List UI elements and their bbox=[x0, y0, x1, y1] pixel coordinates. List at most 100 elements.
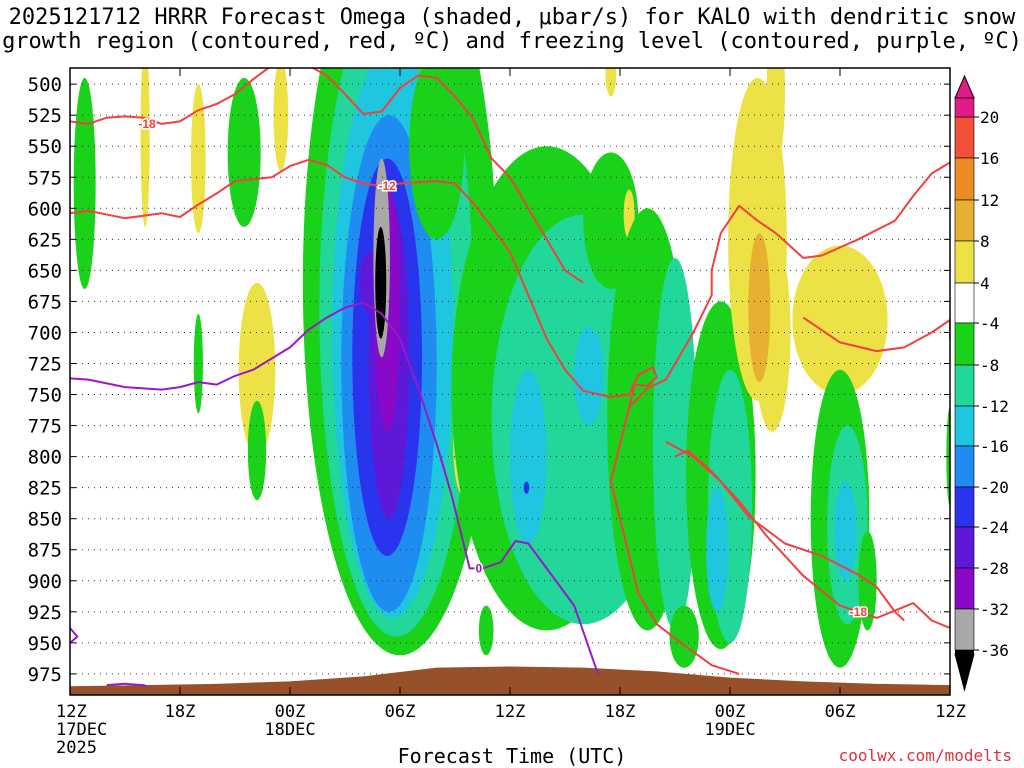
contour-line bbox=[70, 301, 599, 675]
colorbar-label: -32 bbox=[980, 600, 1009, 619]
colorbar-label: -12 bbox=[980, 397, 1009, 416]
contour-line bbox=[106, 682, 148, 688]
colorbar-label: -8 bbox=[980, 356, 999, 375]
x-year-label: 2025 bbox=[56, 738, 97, 758]
omega-region bbox=[73, 77, 96, 290]
x-tick-label: 18Z bbox=[605, 702, 636, 722]
x-date-label: 18DEC bbox=[264, 720, 315, 740]
y-tick-label: 850 bbox=[28, 509, 62, 531]
y-tick-label: 975 bbox=[28, 664, 62, 686]
omega-region bbox=[247, 400, 267, 501]
y-tick-label: 625 bbox=[28, 229, 62, 251]
colorbar-label: -4 bbox=[980, 314, 999, 333]
colorbar-label: 4 bbox=[980, 274, 990, 293]
x-date-label: 17DEC bbox=[56, 720, 107, 740]
colorbar-segment bbox=[954, 445, 975, 488]
omega-region bbox=[574, 326, 604, 426]
y-tick-label: 525 bbox=[28, 105, 62, 127]
contour-line bbox=[70, 627, 79, 644]
omega-region bbox=[191, 84, 206, 234]
omega-region bbox=[653, 257, 697, 631]
y-tick-label: 550 bbox=[28, 136, 62, 158]
omega-region bbox=[509, 369, 547, 544]
x-axis-title: Forecast Time (UTC) bbox=[397, 744, 627, 768]
plot-layer: -18 -18 -12 0 bbox=[70, 68, 950, 695]
x-date-label: 19DEC bbox=[704, 720, 755, 740]
colorbar-label: -36 bbox=[980, 641, 1009, 660]
omega-region bbox=[409, 68, 465, 240]
colorbar-segment bbox=[954, 526, 975, 569]
contour-label: -18 bbox=[138, 117, 156, 131]
colorbar-label: 16 bbox=[980, 149, 999, 168]
contour-line bbox=[674, 449, 950, 629]
colorbar-segment bbox=[954, 608, 975, 651]
y-tick-label: 875 bbox=[28, 540, 62, 562]
credit-link[interactable]: coolwx.com/modelts bbox=[838, 746, 1012, 765]
omega-region bbox=[748, 233, 771, 383]
colorbar-segment bbox=[954, 322, 975, 366]
x-tick-label: 18Z bbox=[165, 702, 196, 722]
contour-line bbox=[628, 161, 950, 408]
colorbar-segment bbox=[954, 157, 975, 201]
contour-label: -18 bbox=[850, 605, 868, 619]
colorbar-label: -16 bbox=[980, 437, 1009, 456]
omega-region bbox=[458, 295, 474, 395]
x-tick-label: 12Z bbox=[935, 702, 966, 722]
x-tick-label: 00Z bbox=[715, 702, 746, 722]
y-tick-label: 725 bbox=[28, 353, 62, 375]
omega-region bbox=[273, 68, 289, 172]
omega-region bbox=[375, 226, 387, 339]
colorbar-segment bbox=[954, 486, 975, 528]
omega-region bbox=[706, 487, 729, 612]
title-line-1: 2025121712 HRRR Forecast Omega (shaded, … bbox=[8, 5, 1016, 30]
y-tick-label: 800 bbox=[28, 447, 62, 469]
colorbar-segment bbox=[954, 567, 975, 610]
colorbar-segment bbox=[955, 650, 974, 654]
title-line-2: growth region (contoured, red, ºC) and f… bbox=[2, 29, 1022, 54]
omega-region bbox=[478, 605, 494, 656]
contour-label: -12 bbox=[378, 179, 396, 193]
contour-line bbox=[802, 316, 950, 353]
x-tick-label: 06Z bbox=[825, 702, 856, 722]
y-tick-label: 900 bbox=[28, 571, 62, 593]
y-tick-label: 500 bbox=[28, 74, 62, 96]
colorbar-segment bbox=[954, 240, 975, 284]
colorbar-segment bbox=[954, 282, 975, 324]
colorbar-label: 8 bbox=[980, 232, 990, 251]
contour-line bbox=[70, 68, 584, 284]
y-tick-label: 950 bbox=[28, 633, 62, 655]
omega-region bbox=[766, 68, 785, 165]
colorbar-segment bbox=[954, 97, 975, 118]
y-tick-label: 925 bbox=[28, 602, 62, 624]
colorbar-segment bbox=[954, 405, 975, 447]
colorbar-segment bbox=[954, 364, 975, 407]
contour-line bbox=[70, 158, 740, 675]
x-tick-label: 06Z bbox=[385, 702, 416, 722]
colorbar-label: 12 bbox=[980, 191, 999, 210]
x-tick-label: 12Z bbox=[56, 702, 87, 722]
contour-label: 0 bbox=[475, 561, 482, 575]
colorbar-label: -24 bbox=[980, 518, 1009, 537]
y-tick-label: 700 bbox=[28, 322, 62, 344]
omega-region bbox=[193, 313, 203, 414]
y-tick-label: 825 bbox=[28, 478, 62, 500]
omega-region bbox=[605, 68, 617, 97]
colorbar-label: -20 bbox=[980, 478, 1009, 497]
x-tick-label: 00Z bbox=[275, 702, 306, 722]
y-tick-label: 675 bbox=[28, 291, 62, 313]
omega-region bbox=[140, 68, 150, 227]
y-tick-label: 575 bbox=[28, 167, 62, 189]
omega-region bbox=[834, 481, 857, 581]
y-tick-label: 650 bbox=[28, 260, 62, 282]
colorbar-label: -28 bbox=[980, 559, 1009, 578]
y-tick-label: 750 bbox=[28, 385, 62, 407]
x-tick-label: 12Z bbox=[495, 702, 526, 722]
colorbar-segment bbox=[954, 199, 975, 242]
contour-line bbox=[665, 440, 905, 622]
omega-region bbox=[669, 605, 699, 668]
colorbar-segment bbox=[954, 116, 975, 159]
y-tick-label: 775 bbox=[28, 416, 62, 438]
omega-region bbox=[227, 77, 261, 227]
chart-title: 2025121712 HRRR Forecast Omega (shaded, … bbox=[0, 6, 1024, 54]
